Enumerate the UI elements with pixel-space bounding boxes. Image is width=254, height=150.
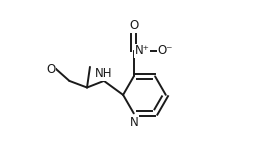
Text: N: N [130,116,138,129]
Text: O: O [129,19,138,32]
Text: NH: NH [95,67,112,80]
Text: O⁻: O⁻ [157,44,172,57]
Text: N⁺: N⁺ [134,44,149,57]
Text: O: O [46,63,55,76]
